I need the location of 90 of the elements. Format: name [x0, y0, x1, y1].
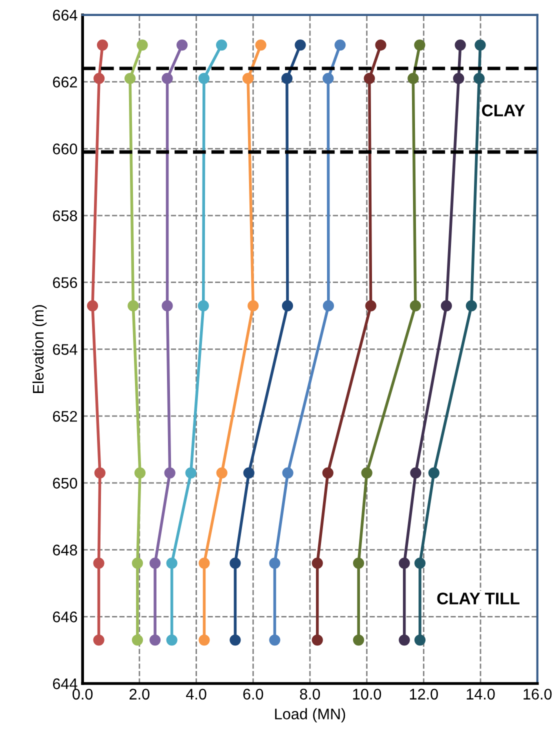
y-tick-label: 662 — [53, 76, 77, 88]
annotation: CLAY TILL — [437, 592, 520, 604]
point — [134, 467, 146, 478]
point — [410, 467, 422, 478]
point — [162, 300, 173, 312]
point — [361, 467, 372, 478]
y-tick-label: 658 — [53, 210, 78, 222]
y-tick-label: 646 — [53, 612, 78, 622]
point — [454, 39, 466, 51]
point — [322, 72, 334, 84]
point — [312, 558, 323, 569]
point — [198, 634, 210, 646]
point — [230, 634, 241, 646]
point — [176, 39, 188, 51]
point — [269, 558, 280, 569]
point — [474, 72, 485, 84]
point — [453, 72, 464, 84]
point — [334, 39, 346, 51]
point — [198, 300, 209, 312]
point — [353, 558, 364, 569]
point — [269, 634, 280, 646]
point — [282, 467, 294, 478]
point — [198, 72, 210, 84]
point — [166, 634, 178, 646]
point — [255, 39, 266, 51]
point — [474, 39, 486, 51]
y-tick-label: 652 — [53, 410, 77, 422]
y-tick-label: 654 — [53, 344, 78, 355]
point — [164, 467, 176, 478]
point — [132, 558, 143, 569]
point — [365, 300, 376, 312]
point — [322, 467, 334, 478]
point — [86, 300, 98, 312]
point — [216, 467, 228, 478]
point — [124, 72, 136, 84]
x-tick-label: 4.0 — [186, 688, 206, 700]
point — [408, 72, 419, 84]
x-tick-label: 10.0 — [353, 688, 382, 700]
y-tick-label: 650 — [53, 478, 78, 489]
point — [132, 634, 143, 646]
point — [242, 72, 254, 84]
x-tick-label: 8.0 — [300, 688, 320, 700]
point — [93, 558, 104, 569]
point — [398, 558, 410, 569]
y-tick-label: 656 — [53, 277, 78, 288]
point — [162, 72, 173, 84]
x-tick-label: 0.0 — [72, 688, 93, 700]
point — [414, 634, 426, 646]
point — [94, 467, 106, 478]
point — [281, 72, 292, 84]
point — [428, 467, 440, 478]
point — [96, 39, 108, 51]
x-tick-label: 14.0 — [466, 688, 495, 700]
point — [150, 558, 161, 569]
x-axis-title: Load (MN) — [275, 708, 346, 722]
y-tick-label: 664 — [53, 10, 78, 21]
point — [440, 300, 452, 312]
x-tick-label: 6.0 — [243, 688, 264, 700]
point — [128, 300, 139, 312]
point — [248, 300, 259, 312]
point — [198, 558, 210, 569]
x-tick-label: 2.0 — [130, 688, 150, 700]
y-tick-label: 660 — [53, 144, 78, 154]
x-tick-label: 12.0 — [410, 688, 438, 700]
point — [230, 558, 241, 569]
point — [185, 467, 196, 478]
x-tick-label: 16.0 — [524, 688, 552, 700]
point — [243, 467, 254, 478]
y-tick-label: 644 — [53, 678, 78, 690]
point — [312, 634, 323, 646]
y-tick-label: 648 — [53, 544, 78, 556]
point — [94, 72, 105, 84]
point — [353, 634, 364, 646]
y-axis-title: Elevation (m) — [32, 305, 47, 393]
annotation: CLAY — [482, 104, 525, 116]
point — [414, 558, 426, 569]
point — [364, 72, 375, 84]
point — [136, 39, 148, 51]
point — [398, 634, 410, 646]
point — [150, 634, 161, 646]
point — [216, 39, 228, 51]
point — [294, 39, 306, 51]
point — [375, 39, 386, 51]
point — [414, 39, 426, 51]
point — [166, 558, 178, 569]
point — [93, 634, 104, 646]
point — [410, 300, 421, 312]
point — [466, 300, 477, 312]
point — [282, 300, 294, 312]
point — [322, 300, 334, 312]
